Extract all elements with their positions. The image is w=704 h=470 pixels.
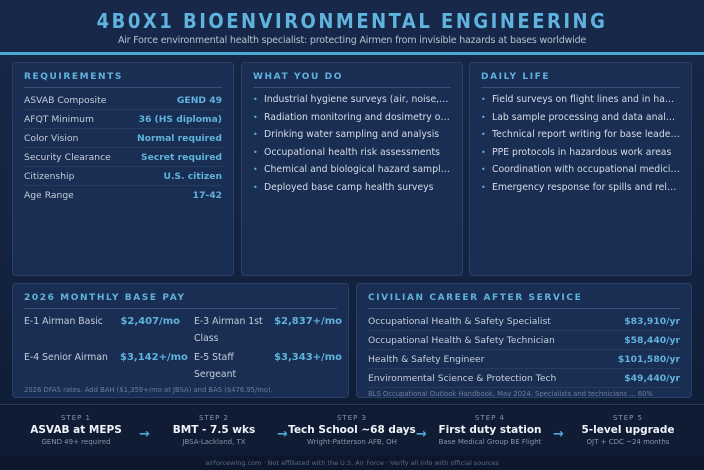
requirement-value: U.S. citizen [163,170,222,182]
duty-item: Radiation monitoring and dosimetry ove..… [253,109,451,127]
requirement-label: Security Clearance [24,151,111,163]
civilian-row: Occupational Health & Safety Technician $… [368,331,680,350]
step-number: STEP 5 [612,414,644,422]
step-number: STEP 4 [474,414,506,422]
step-title: First duty station [438,424,542,436]
arrow-right-icon: → [416,427,427,442]
daily-item: Coordination with occupational medicine [481,161,680,179]
step-subtitle: GEND 49+ required [41,438,111,446]
pay-amount: $2,407/mo [120,316,180,327]
requirement-row: Color Vision Normal required [24,129,222,148]
pay-rank: E-4 Senior Airman [24,352,108,363]
footer-disclaimer: airforcewing.com · Not affiliated with t… [0,456,704,470]
daily-life-panel: DAILY LIFE Field surveys on flight lines… [469,62,692,276]
requirement-label: Age Range [24,190,74,201]
requirement-row: ASVAB Composite GEND 49 [24,91,222,110]
civilian-salary: $83,910/yr [624,315,680,327]
pay-amount: $3,142+/mo [120,352,188,363]
step-number: STEP 2 [198,414,230,422]
daily-item: Lab sample processing and data analysis [481,109,680,127]
civilian-row: Occupational Health & Safety Specialist $… [368,312,680,331]
civilian-row: Health & Safety Engineer $101,580/yr [368,350,680,369]
step-3: STEP 3 Tech School ~68 days Wright-Patte… [287,414,417,446]
step-subtitle: Wright-Patterson AFB, OH [307,438,397,446]
daily-life-title: DAILY LIFE [481,72,680,88]
duty-item: Deployed base camp health surveys [253,179,451,197]
requirement-value: Normal required [136,132,222,144]
arrow-right-icon: → [139,427,150,442]
arrow-right-icon: → [277,427,288,442]
duty-item: Industrial hygiene surveys (air, noise, … [253,91,451,109]
civilian-note: BLS Occupational Outlook Handbook, May 2… [368,390,653,398]
step-5: STEP 5 5-level upgrade OJT + CDC ~24 mon… [563,414,693,446]
daily-item: Technical report writing for base leader… [481,126,680,144]
civilian-salary: $101,580/yr [617,353,680,365]
civilian-salary: $49,440/yr [624,372,680,384]
requirement-label: Citizenship [24,170,75,182]
step-number: STEP 1 [60,414,92,422]
step-title: 5-level upgrade [581,424,675,436]
duty-item: Drinking water sampling and analysis [253,126,451,144]
requirement-row: AFQT Minimum 36 (HS diploma) [24,110,222,129]
arrow-right-icon: → [553,427,564,442]
civilian-job: Environmental Science & Protection Tech [368,372,557,384]
requirement-row: Age Range 17-42 [24,186,222,205]
page-subtitle: Air Force environmental health specialis… [117,35,587,46]
step-subtitle: JBSA-Lackland, TX [182,438,246,446]
pay-title: 2026 MONTHLY BASE PAY [24,293,337,309]
requirement-value: GEND 49 [176,94,222,106]
header-divider [0,52,704,55]
duty-item: Chemical and biological hazard sampling [253,161,451,179]
requirement-row: Security Clearance Secret required [24,148,222,167]
pay-rank: E-1 Airman Basic [24,316,103,327]
pay-note: 2026 DFAS rates. Add BAH ($1,359+/mo at … [24,386,273,394]
pay-rank: E-3 Airman 1st Class [194,316,263,344]
step-2: STEP 2 BMT - 7.5 wks JBSA-Lackland, TX [149,414,279,446]
requirements-title: REQUIREMENTS [24,72,222,88]
pay-amount: $2,837+/mo [274,316,342,327]
daily-item: Emergency response for spills and relea.… [481,179,680,197]
requirement-label: Color Vision [24,132,79,144]
daily-item: Field surveys on flight lines and in han… [481,91,680,109]
requirement-value: Secret required [140,151,222,163]
monthly-pay-panel: 2026 MONTHLY BASE PAY E-1 Airman Basic $… [12,283,349,398]
pay-rank: E-5 Staff Sergeant [194,352,237,380]
civilian-job: Health & Safety Engineer [368,353,485,365]
step-title: BMT - 7.5 wks [172,424,256,436]
pay-amount: $3,343+/mo [274,352,342,363]
step-title: Tech School ~68 days [288,424,416,436]
requirement-value: 36 (HS diploma) [138,113,222,125]
page-title: 4B0X1 BIOENVIRONMENTAL ENGINEERING [96,9,608,33]
civilian-job: Occupational Health & Safety Technician [368,334,555,346]
civilian-job: Occupational Health & Safety Specialist [368,315,551,327]
civilian-row: Environmental Science & Protection Tech $… [368,369,680,388]
what-you-do-panel: WHAT YOU DO Industrial hygiene surveys (… [241,62,463,276]
step-subtitle: Base Medical Group BE Flight [438,438,542,446]
requirements-panel: REQUIREMENTS ASVAB Composite GEND 49 AFQT… [12,62,234,276]
civilian-title: CIVILIAN CAREER AFTER SERVICE [368,293,680,309]
daily-item: PPE protocols in hazardous work areas [481,144,680,162]
step-title: ASVAB at MEPS [30,424,122,436]
requirement-row: Citizenship U.S. citizen [24,167,222,186]
requirement-label: AFQT Minimum [24,113,94,125]
civilian-career-panel: CIVILIAN CAREER AFTER SERVICE Occupation… [356,283,692,398]
step-1: STEP 1 ASVAB at MEPS GEND 49+ required [11,414,141,446]
career-path-steps: STEP 1 ASVAB at MEPS GEND 49+ required →… [0,404,704,456]
duty-item: Occupational health risk assessments [253,144,451,162]
what-you-do-title: WHAT YOU DO [253,72,451,88]
requirement-label: ASVAB Composite [24,94,107,106]
requirement-value: 17-42 [192,190,222,201]
page-header: 4B0X1 BIOENVIRONMENTAL ENGINEERING Air F… [0,0,704,52]
civilian-salary: $58,440/yr [624,334,680,346]
step-number: STEP 3 [336,414,368,422]
step-4: STEP 4 First duty station Base Medical G… [425,414,555,446]
step-subtitle: OJT + CDC ~24 months [586,438,670,446]
